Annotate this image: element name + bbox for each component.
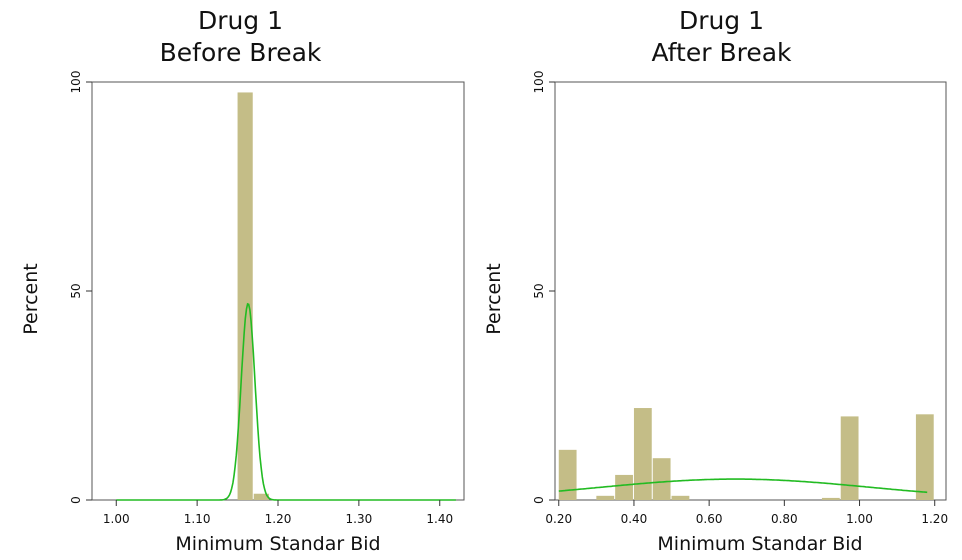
x-axis-label: Minimum Standar Bid <box>175 533 381 555</box>
x-tick-label: 1.00 <box>846 512 873 526</box>
chart-title: Drug 1 <box>678 6 765 35</box>
x-tick-label: 0.80 <box>771 512 798 526</box>
x-axis-label: Minimum Standar Bid <box>657 533 863 555</box>
histogram-bar <box>633 408 652 500</box>
chart-panel-before-break: Drug 1 Before Break 1.00 1.10 1.20 1.30 1.40… <box>20 6 465 555</box>
y-tick-label: 50 <box>69 283 83 298</box>
x-tick-label: 1.20 <box>265 512 292 526</box>
histogram-after-break: 0.20 0.40 0.60 0.80 1.00 1.20 0 50 100 Percent <box>483 71 948 526</box>
histogram-bar <box>253 493 269 500</box>
y-tick-label: 100 <box>532 71 546 94</box>
density-curve <box>558 478 928 494</box>
x-tick-label: 0.60 <box>696 512 723 526</box>
histogram-bar <box>821 497 840 500</box>
histogram-before-break: 1.00 1.10 1.20 1.30 1.40 0 50 100 Percent <box>20 71 465 526</box>
y-axis-label: Percent <box>20 263 42 335</box>
histogram-bar <box>596 495 615 500</box>
plot-area-frame <box>91 81 465 501</box>
x-tick-label: 0.40 <box>621 512 648 526</box>
x-tick-label: 1.30 <box>346 512 373 526</box>
histogram-bar <box>915 414 934 500</box>
histogram-bar <box>237 92 253 500</box>
histogram-bar <box>671 495 690 500</box>
y-axis-label: Percent <box>483 263 505 335</box>
histogram-bar <box>652 458 671 500</box>
y-tick-label: 100 <box>69 71 83 94</box>
y-tick-label: 50 <box>532 283 546 298</box>
chart-title: Drug 1 <box>197 6 284 35</box>
x-tick-label: 1.10 <box>184 512 211 526</box>
x-tick-label: 1.20 <box>921 512 948 526</box>
density-curve <box>116 302 456 501</box>
x-tick-label: 0.20 <box>545 512 572 526</box>
y-tick-label: 0 <box>69 496 83 504</box>
x-tick-label: 1.40 <box>426 512 453 526</box>
chart-subtitle: After Break <box>651 38 792 67</box>
y-tick-label: 0 <box>532 496 546 504</box>
histogram-bar <box>840 416 859 500</box>
x-tick-label: 1.00 <box>103 512 130 526</box>
plot-area-frame <box>554 81 947 501</box>
histogram-bar <box>615 474 633 500</box>
chart-panel-after-break: Drug 1 After Break 0.20 0.40 0.60 0.80 1.00 1… <box>481 0 962 560</box>
chart-subtitle: Before Break <box>159 38 322 67</box>
histogram-bar <box>558 449 577 500</box>
